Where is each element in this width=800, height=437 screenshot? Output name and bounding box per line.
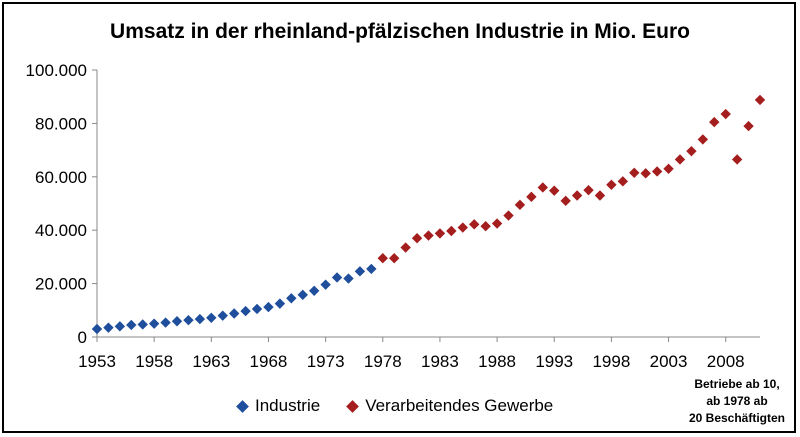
data-point-verarbeitendes-gewerbe (480, 220, 491, 232)
data-point-verarbeitendes-gewerbe (594, 190, 606, 201)
legend-item-industrie: Industrie (236, 396, 321, 416)
data-point-verarbeitendes-gewerbe (503, 210, 514, 221)
chart-title: Umsatz in der rheinland-pfälzischen Indu… (110, 20, 690, 43)
data-point-industrie (148, 318, 160, 329)
y-tick-label: 80.000 (35, 114, 87, 133)
data-point-industrie (183, 314, 194, 326)
data-point-verarbeitendes-gewerbe (754, 94, 766, 106)
data-point-verarbeitendes-gewerbe (617, 176, 629, 187)
y-tick-label: 40.000 (35, 221, 87, 240)
data-point-verarbeitendes-gewerbe (663, 163, 674, 174)
x-tick-label: 1958 (135, 352, 173, 371)
data-point-industrie (114, 321, 126, 332)
annotation-line-1: Betriebe ab 10, (694, 377, 780, 391)
legend-item-verarbeitendes-gewerbe: Verarbeitendes Gewerbe (346, 396, 554, 416)
data-point-industrie (297, 289, 308, 301)
data-point-verarbeitendes-gewerbe (571, 190, 583, 201)
data-point-verarbeitendes-gewerbe (446, 225, 457, 237)
data-point-industrie (137, 319, 148, 330)
data-point-verarbeitendes-gewerbe (583, 184, 594, 196)
x-tick-label: 2008 (707, 352, 745, 371)
data-point-verarbeitendes-gewerbe (560, 195, 571, 207)
data-point-industrie (251, 303, 263, 315)
y-tick-label: 0 (78, 328, 87, 347)
data-point-industrie (343, 273, 354, 284)
data-point-industrie (171, 316, 183, 327)
data-point-verarbeitendes-gewerbe (400, 242, 411, 253)
data-point-verarbeitendes-gewerbe (697, 134, 709, 145)
chart-legend: Industrie Verarbeitendes Gewerbe (236, 396, 554, 416)
data-point-verarbeitendes-gewerbe (731, 154, 743, 165)
data-point-industrie (194, 313, 206, 325)
data-point-verarbeitendes-gewerbe (537, 182, 549, 193)
data-point-verarbeitendes-gewerbe (720, 108, 731, 120)
x-tick-label: 1968 (250, 352, 288, 371)
legend-marker-industrie (236, 399, 249, 413)
data-point-verarbeitendes-gewerbe (526, 191, 537, 203)
y-tick-label: 20.000 (35, 275, 87, 294)
data-point-verarbeitendes-gewerbe (389, 253, 400, 264)
data-point-industrie (263, 301, 274, 313)
x-tick-label: 1973 (307, 352, 345, 371)
data-point-industrie (308, 285, 320, 297)
annotation-line-3: 20 Beschäftigten (688, 411, 786, 425)
x-tick-label: 1998 (592, 352, 630, 371)
data-point-verarbeitendes-gewerbe (434, 228, 446, 239)
x-tick-label: 2003 (650, 352, 688, 371)
data-point-industrie (91, 323, 103, 335)
x-tick-label: 1988 (478, 352, 516, 371)
data-point-industrie (160, 317, 171, 328)
data-point-industrie (126, 319, 137, 331)
data-point-industrie (331, 272, 343, 283)
data-point-industrie (366, 263, 377, 275)
data-point-verarbeitendes-gewerbe (457, 222, 468, 233)
data-point-verarbeitendes-gewerbe (686, 145, 697, 157)
data-point-industrie (217, 310, 228, 321)
chart-frame (2, 2, 796, 433)
x-tick-label: 1983 (421, 352, 459, 371)
data-point-verarbeitendes-gewerbe (469, 219, 480, 230)
data-point-verarbeitendes-gewerbe (411, 233, 423, 244)
y-tick-label: 60.000 (35, 168, 87, 187)
y-tick-label: 100.000 (26, 61, 87, 80)
data-point-verarbeitendes-gewerbe (743, 120, 754, 132)
chart-annotation: Betriebe ab 10, ab 1978 ab 20 Beschäftig… (676, 376, 798, 427)
data-point-verarbeitendes-gewerbe (549, 185, 560, 196)
data-point-industrie (274, 298, 286, 309)
data-point-industrie (240, 305, 251, 317)
data-point-verarbeitendes-gewerbe (629, 167, 640, 178)
x-tick-label: 1978 (364, 352, 402, 371)
data-point-industrie (320, 279, 331, 290)
data-point-verarbeitendes-gewerbe (709, 116, 720, 128)
data-point-verarbeitendes-gewerbe (514, 199, 526, 211)
data-point-verarbeitendes-gewerbe (606, 179, 617, 191)
x-tick-label: 1963 (192, 352, 230, 371)
data-point-industrie (103, 322, 114, 333)
data-point-verarbeitendes-gewerbe (674, 154, 686, 165)
annotation-line-2: ab 1978 ab (706, 394, 768, 408)
data-point-verarbeitendes-gewerbe (640, 168, 651, 179)
x-tick-label: 1993 (535, 352, 573, 371)
data-point-industrie (206, 312, 217, 323)
data-point-verarbeitendes-gewerbe (377, 253, 388, 264)
legend-marker-verarbeitendes-gewerbe (346, 399, 360, 413)
legend-label-industrie: Industrie (255, 396, 321, 415)
x-tick-label: 1953 (78, 352, 116, 371)
data-point-industrie (354, 266, 366, 277)
data-point-industrie (286, 293, 297, 304)
data-point-industrie (228, 308, 240, 319)
data-point-verarbeitendes-gewerbe (423, 230, 434, 241)
legend-label-verarbeitendes-gewerbe: Verarbeitendes Gewerbe (365, 396, 554, 415)
data-point-verarbeitendes-gewerbe (651, 166, 663, 177)
data-point-verarbeitendes-gewerbe (491, 218, 503, 229)
